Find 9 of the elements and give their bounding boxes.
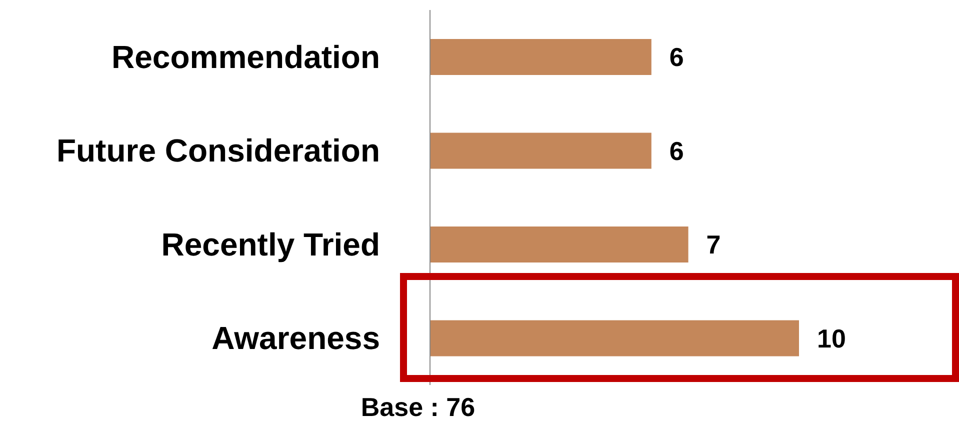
y-tick-label: Awareness — [212, 320, 380, 356]
data-label: 6 — [669, 136, 684, 166]
data-label: 6 — [669, 42, 684, 72]
y-tick-label: Recently Tried — [161, 226, 380, 262]
data-label: 7 — [706, 230, 721, 260]
data-label: 10 — [817, 323, 846, 354]
y-tick-label: Future Consideration — [56, 132, 380, 169]
y-tick-label: Recommendation — [112, 38, 380, 75]
text: Base : 76 — [360, 392, 476, 423]
